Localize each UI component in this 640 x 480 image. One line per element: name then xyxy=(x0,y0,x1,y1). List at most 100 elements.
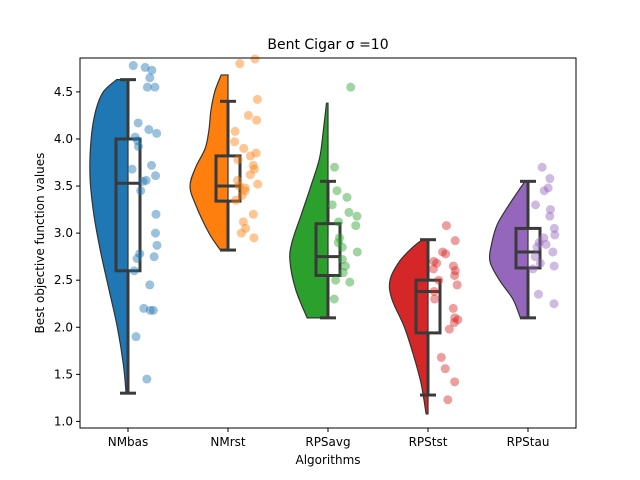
data-point xyxy=(450,266,460,276)
data-point xyxy=(448,303,458,313)
data-point xyxy=(440,364,450,374)
data-point xyxy=(241,223,251,233)
x-axis-label: Algorithms xyxy=(295,453,360,467)
data-point xyxy=(545,174,555,184)
y-tick-label: 2.0 xyxy=(54,320,73,334)
data-point xyxy=(531,200,541,210)
data-point xyxy=(129,266,139,276)
data-point xyxy=(233,155,243,165)
data-point xyxy=(549,261,559,271)
data-point xyxy=(450,270,460,280)
data-point xyxy=(148,305,158,315)
data-point xyxy=(141,175,151,185)
violins-layer xyxy=(89,74,529,415)
data-point xyxy=(240,186,250,196)
data-point xyxy=(434,275,444,285)
data-point xyxy=(250,54,260,64)
data-point xyxy=(127,164,137,174)
data-point xyxy=(338,268,348,278)
y-tick-label: 3.0 xyxy=(54,226,73,240)
data-point xyxy=(327,200,337,210)
data-point xyxy=(252,94,262,104)
data-point xyxy=(145,305,155,315)
x-axis-ticks: NMbas NMrst RPSavg RPStst RPStau xyxy=(108,428,550,449)
data-point xyxy=(128,61,138,71)
data-point xyxy=(236,228,246,238)
data-point xyxy=(151,171,161,181)
data-point xyxy=(539,186,549,196)
y-tick-label: 1.0 xyxy=(54,414,73,428)
data-point xyxy=(130,132,140,142)
data-point xyxy=(533,289,543,299)
data-point xyxy=(147,160,157,170)
data-point xyxy=(150,228,160,238)
data-point xyxy=(150,82,160,92)
data-point xyxy=(248,160,258,170)
data-point xyxy=(450,377,460,387)
data-point xyxy=(432,258,442,268)
data-point xyxy=(333,238,343,248)
data-point xyxy=(340,261,350,271)
box-iqr xyxy=(314,222,342,277)
x-tick-label: RPStau xyxy=(507,435,550,449)
y-axis-label: Best objective function values xyxy=(33,153,47,334)
data-point xyxy=(238,217,248,227)
data-point xyxy=(545,205,555,215)
data-point xyxy=(235,59,245,69)
data-point xyxy=(329,162,339,172)
data-point xyxy=(441,249,451,259)
data-point xyxy=(144,125,154,135)
data-point xyxy=(441,221,451,231)
data-point xyxy=(251,148,261,158)
data-point xyxy=(232,175,242,185)
data-point xyxy=(430,294,440,304)
data-point xyxy=(452,280,462,290)
data-point xyxy=(545,211,555,221)
data-point xyxy=(429,286,439,296)
data-point xyxy=(534,238,544,248)
y-axis-ticks: 1.0 1.5 2.0 2.5 3.0 3.5 4.0 4.5 xyxy=(54,85,80,428)
data-point xyxy=(237,190,247,200)
data-point xyxy=(133,141,143,151)
data-point xyxy=(139,303,149,313)
box-iqr xyxy=(514,226,542,270)
violin-RPStst xyxy=(388,239,429,415)
data-point xyxy=(550,230,560,240)
data-point xyxy=(152,128,162,138)
data-point xyxy=(151,209,161,219)
data-point xyxy=(245,170,255,180)
data-point xyxy=(539,233,549,243)
y-tick-label: 1.5 xyxy=(54,367,73,381)
data-point xyxy=(239,143,249,153)
data-point xyxy=(448,261,458,271)
x-tick-label: RPSavg xyxy=(305,435,350,449)
y-tick-label: 3.5 xyxy=(54,179,73,193)
data-point xyxy=(230,126,240,136)
points-layer xyxy=(127,54,560,405)
data-point xyxy=(142,374,152,384)
data-point xyxy=(352,211,362,221)
data-point xyxy=(240,183,250,193)
data-point xyxy=(138,176,148,186)
data-point xyxy=(147,65,157,75)
violin-RPSavg xyxy=(289,102,329,319)
data-point xyxy=(351,221,361,231)
box-iqr xyxy=(114,137,142,273)
data-point xyxy=(449,318,459,328)
data-point xyxy=(334,233,344,243)
data-point xyxy=(234,181,244,191)
data-point xyxy=(252,115,262,125)
data-point xyxy=(133,136,143,146)
data-point xyxy=(145,280,155,290)
data-point xyxy=(429,256,439,266)
data-point xyxy=(453,315,463,325)
data-point xyxy=(249,233,259,243)
y-tick-label: 4.5 xyxy=(54,85,73,99)
data-point xyxy=(152,240,162,250)
data-point xyxy=(543,183,553,193)
box-iqr xyxy=(214,154,242,203)
x-tick-label: NMrst xyxy=(210,435,246,449)
data-point xyxy=(132,254,142,264)
box-iqr xyxy=(414,278,442,335)
data-point xyxy=(131,332,141,342)
